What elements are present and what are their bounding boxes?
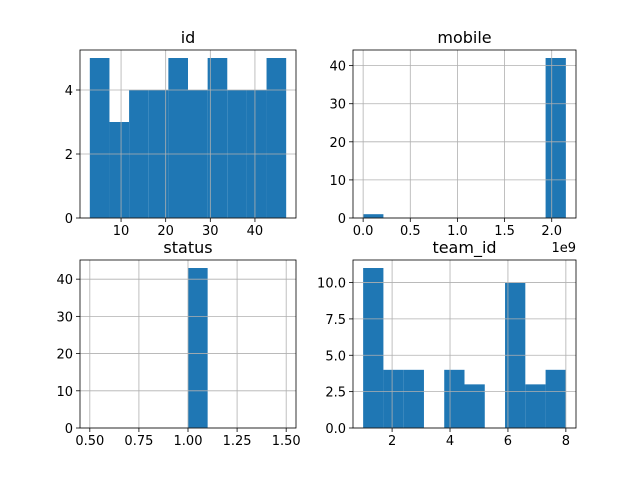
chart-title: id [181, 28, 196, 47]
x-tick-label: 4 [446, 434, 454, 449]
histogram-bar [363, 268, 384, 428]
histogram-bar [403, 369, 424, 428]
histogram-bar [109, 122, 130, 218]
x-offset-label: 1e9 [551, 241, 576, 256]
y-tick-label: 30 [56, 310, 73, 325]
x-tick-label: 0.0 [353, 224, 374, 239]
y-tick-label: 0 [65, 422, 73, 437]
histogram-bar [266, 58, 287, 218]
x-tick-label: 1.5 [494, 224, 515, 239]
histogram-bar [89, 58, 110, 218]
histogram-bar [383, 369, 404, 428]
y-tick-label: 10 [56, 385, 73, 400]
y-tick-label: 2.5 [325, 386, 346, 401]
histogram-bar [207, 58, 228, 218]
x-tick-label: 0.50 [75, 434, 104, 449]
x-tick-label: 2 [388, 434, 396, 449]
histogram-bar [363, 214, 384, 218]
x-tick-label: 6 [504, 434, 512, 449]
histogram-bar [525, 384, 546, 428]
y-tick-label: 2 [65, 148, 73, 163]
x-tick-label: 10 [113, 224, 130, 239]
histogram-bar [545, 369, 566, 428]
y-tick-label: 10.0 [317, 277, 346, 292]
y-tick-label: 7.5 [325, 313, 346, 328]
x-tick-label: 1.50 [272, 434, 301, 449]
histogram-bar [545, 58, 566, 218]
y-tick-label: 0 [65, 212, 73, 227]
y-tick-label: 20 [329, 136, 346, 151]
axes-frame [352, 49, 577, 219]
axes-frame [79, 49, 297, 219]
x-tick-label: 30 [202, 224, 219, 239]
y-tick-label: 40 [329, 60, 346, 75]
axes-frame [79, 259, 297, 429]
x-tick-label: 0.75 [124, 434, 153, 449]
x-tick-label: 1.25 [223, 434, 252, 449]
x-tick-label: 1.00 [174, 434, 203, 449]
axes-frame [352, 259, 577, 429]
x-tick-label: 40 [247, 224, 264, 239]
chart-title: team_id [432, 238, 496, 258]
x-tick-label: 8 [562, 434, 570, 449]
y-tick-label: 10 [329, 174, 346, 189]
histogram-bar [168, 58, 188, 218]
x-tick-label: 1.0 [447, 224, 468, 239]
histogram-bar [188, 268, 208, 428]
x-tick-label: 0.5 [400, 224, 421, 239]
histogram-bar [444, 369, 465, 428]
y-tick-label: 30 [329, 98, 346, 113]
y-tick-label: 0 [338, 212, 346, 227]
y-tick-label: 5.0 [325, 349, 346, 364]
y-tick-label: 4 [65, 84, 73, 99]
x-tick-label: 2.0 [541, 224, 562, 239]
chart-title: mobile [437, 28, 491, 47]
chart-title: status [163, 238, 212, 257]
y-tick-label: 40 [56, 273, 73, 288]
x-tick-label: 20 [157, 224, 174, 239]
y-tick-label: 20 [56, 348, 73, 363]
y-tick-label: 0.0 [325, 422, 346, 437]
histogram-bar [464, 384, 485, 428]
